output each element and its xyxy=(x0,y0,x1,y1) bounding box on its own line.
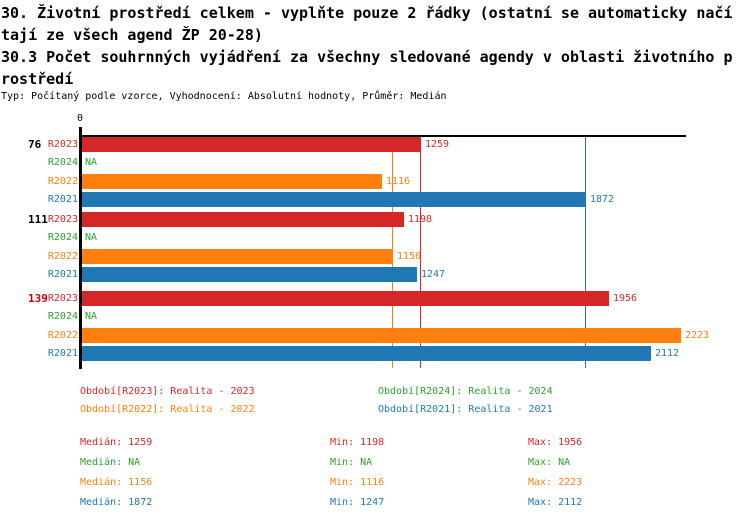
bar-r2021 xyxy=(82,192,586,207)
stat-max-r2024: Max: NA xyxy=(528,457,571,468)
stat-min-r2021: Min: 1247 xyxy=(330,497,385,508)
report-title: 30. Životní prostředí celkem - vyplňte p… xyxy=(1,2,733,90)
stat-min-r2022: Min: 1116 xyxy=(330,477,385,488)
bar-value-label: 2112 xyxy=(655,348,680,359)
series-label-r2023: R2023 xyxy=(47,214,78,225)
title-line: rostředí xyxy=(1,70,74,88)
series-label-r2024: R2024 xyxy=(47,232,78,243)
legend-item-1: Období[R2023]: Realita - 2023 xyxy=(80,386,255,397)
bar-r2022 xyxy=(82,174,382,189)
series-label-r2022: R2022 xyxy=(47,330,78,341)
series-label-r2021: R2021 xyxy=(47,348,78,359)
bar-value-label: 2223 xyxy=(685,330,710,341)
stat-medián-r2024: Medián: NA xyxy=(80,457,141,468)
bar-r2023 xyxy=(82,291,609,306)
series-label-r2023: R2023 xyxy=(47,139,78,150)
group-label-111: 111 xyxy=(28,213,48,226)
bar-r2021 xyxy=(82,346,651,361)
bar-value-label: 1956 xyxy=(613,293,638,304)
median-line-r2023 xyxy=(419,136,421,368)
stat-max-r2023: Max: 1956 xyxy=(528,437,583,448)
x-axis-zero-label: 0 xyxy=(76,113,84,124)
bar-r2023 xyxy=(82,137,421,152)
report-meta-line: Typ: Počítaný podle vzorce, Vyhodnocení:… xyxy=(1,91,447,102)
bar-value-label: 1872 xyxy=(590,194,615,205)
title-line: 30.3 Počet souhrnných vyjádření za všech… xyxy=(1,48,733,66)
bar-value-label: 1247 xyxy=(421,269,446,280)
series-label-r2021: R2021 xyxy=(47,269,78,280)
title-line: tají ze všech agend ŽP 20-28) xyxy=(1,26,263,44)
stat-min-r2023: Min: 1198 xyxy=(330,437,385,448)
bar-r2021 xyxy=(82,267,417,282)
series-label-r2021: R2021 xyxy=(47,194,78,205)
stat-medián-r2023: Medián: 1259 xyxy=(80,437,153,448)
series-label-r2024: R2024 xyxy=(47,157,78,168)
y-axis-line xyxy=(79,127,82,369)
na-value-label: NA xyxy=(85,232,98,243)
bar-value-label: 1116 xyxy=(386,176,411,187)
stat-max-r2021: Max: 2112 xyxy=(528,497,583,508)
series-label-r2024: R2024 xyxy=(47,311,78,322)
stat-max-r2022: Max: 2223 xyxy=(528,477,583,488)
x-axis-line xyxy=(80,135,686,137)
bar-value-label: 1259 xyxy=(425,139,450,150)
group-label-139: 139 xyxy=(28,292,48,305)
series-label-r2022: R2022 xyxy=(47,176,78,187)
legend: Období[R2023]: Realita - 2023 Období[R202… xyxy=(80,386,680,422)
bar-value-label: 1198 xyxy=(408,214,433,225)
series-label-r2022: R2022 xyxy=(47,251,78,262)
group-label-76: 76 xyxy=(28,138,42,151)
title-line: 30. Životní prostředí celkem - vyplňte p… xyxy=(1,4,733,22)
legend-item-3: Období[R2022]: Realita - 2022 xyxy=(80,404,255,415)
stat-medián-r2021: Medián: 1872 xyxy=(80,497,153,508)
stats-panel: Medián: 1259 Min: 1198 Max: 1956 Medián: NA… xyxy=(0,437,750,517)
stat-min-r2024: Min: NA xyxy=(330,457,373,468)
bar-r2022 xyxy=(82,249,393,264)
series-label-r2023: R2023 xyxy=(47,293,78,304)
legend-item-2: Období[R2024]: Realita - 2024 xyxy=(378,386,553,397)
na-value-label: NA xyxy=(85,311,98,322)
na-value-label: NA xyxy=(85,157,98,168)
legend-item-4: Období[R2021]: Realita - 2021 xyxy=(378,404,553,415)
bar-value-label: 1156 xyxy=(397,251,422,262)
stat-medián-r2022: Medián: 1156 xyxy=(80,477,153,488)
bar-r2023 xyxy=(82,212,404,227)
median-line-r2021 xyxy=(585,136,587,368)
bar-r2022 xyxy=(82,328,681,343)
